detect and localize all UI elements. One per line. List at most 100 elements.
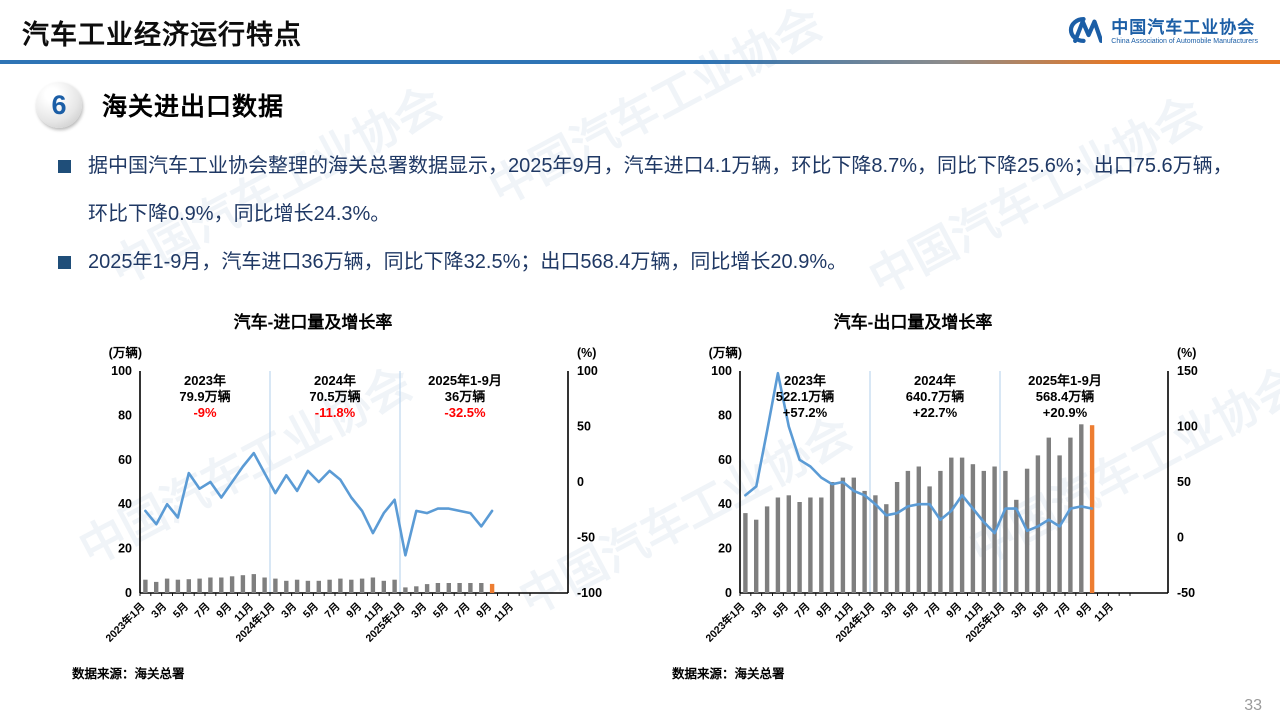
svg-text:0: 0 (725, 586, 732, 600)
svg-text:5月: 5月 (431, 601, 451, 621)
bar (1035, 455, 1041, 593)
svg-text:7月: 7月 (1052, 601, 1072, 621)
bullet-item: 据中国汽车工业协会整理的海关总署数据显示，2025年9月，汽车进口4.1万辆，环… (58, 142, 1238, 238)
svg-text:100: 100 (111, 364, 132, 378)
bars (143, 574, 495, 593)
svg-text:3月: 3月 (879, 601, 899, 621)
bar (1079, 424, 1084, 593)
svg-text:5月: 5月 (301, 601, 321, 621)
bar (359, 578, 365, 593)
svg-text:2024年: 2024年 (914, 373, 956, 388)
bar (424, 584, 430, 593)
bar (959, 457, 965, 593)
svg-text:7月: 7月 (452, 601, 472, 621)
bar (754, 519, 759, 593)
bar (208, 577, 213, 593)
svg-text:2023年1月: 2023年1月 (703, 600, 748, 645)
svg-text:3月: 3月 (279, 601, 299, 621)
bar (446, 583, 451, 593)
charts-row: 汽车-进口量及增长率 0 20 40 60 80 100 -100 -50 0 50 100 (万辆)… (48, 308, 1280, 682)
bullet-square-icon (58, 160, 71, 173)
svg-text:2025年1-9月: 2025年1-9月 (1028, 373, 1102, 388)
svg-text:20: 20 (718, 542, 732, 556)
bar (873, 495, 878, 593)
bar (468, 583, 473, 593)
svg-text:640.7万辆: 640.7万辆 (906, 389, 965, 404)
bar (229, 576, 235, 593)
bar (905, 470, 911, 593)
bar (143, 579, 148, 593)
svg-text:+22.7%: +22.7% (913, 405, 958, 420)
bullet-item: 2025年1-9月，汽车进口36万辆，同比下降32.5%；出口568.4万辆，同… (58, 238, 1238, 286)
bar (775, 497, 781, 593)
bar (1003, 470, 1008, 593)
export-chart-source: 数据来源：海关总署 (672, 667, 785, 681)
bar (819, 497, 824, 593)
bullet-square-icon (58, 256, 71, 269)
svg-text:-100: -100 (577, 586, 602, 600)
svg-text:70.5万辆: 70.5万辆 (309, 389, 360, 404)
svg-text:5月: 5月 (171, 601, 191, 621)
bar (764, 506, 770, 593)
bar (743, 513, 748, 593)
svg-text:50: 50 (1177, 475, 1191, 489)
bar (862, 490, 867, 593)
import-chart-title: 汽车-进口量及增长率 (233, 313, 393, 332)
svg-text:5月: 5月 (901, 601, 921, 621)
svg-text:79.9万辆: 79.9万辆 (179, 389, 230, 404)
bar (808, 497, 813, 593)
bar (949, 457, 954, 593)
page-title: 汽车工业经济运行特点 (22, 19, 302, 50)
svg-text:40: 40 (118, 497, 132, 511)
svg-text:9月: 9月 (814, 601, 834, 621)
import-chart-source: 数据来源：海关总署 (72, 667, 185, 681)
svg-text:+57.2%: +57.2% (783, 405, 828, 420)
section-number-badge: 6 (36, 82, 82, 128)
growth-line (144, 451, 494, 557)
bullet-list: 据中国汽车工业协会整理的海关总署数据显示，2025年9月，汽车进口4.1万辆，环… (58, 142, 1238, 286)
bar (294, 579, 300, 593)
svg-text:0: 0 (577, 475, 584, 489)
svg-text:36万辆: 36万辆 (445, 389, 485, 404)
svg-text:(%): (%) (577, 346, 596, 360)
export-chart-block: 汽车-出口量及增长率 0 20 40 60 80 100 -50 0 50 100 150 (万辆) (… (648, 308, 1238, 682)
svg-text:-32.5%: -32.5% (444, 405, 486, 420)
bar (219, 577, 224, 593)
svg-text:(万辆): (万辆) (709, 345, 742, 360)
bar (197, 578, 202, 593)
svg-text:100: 100 (1177, 420, 1198, 434)
caam-org-name-cn: 中国汽车工业协会 (1111, 18, 1256, 38)
bar (403, 587, 408, 593)
svg-text:9月: 9月 (344, 601, 364, 621)
bar (894, 482, 900, 593)
axis-tick-labels: 0 20 40 60 80 100 -50 0 50 100 150 (万辆) (%) (709, 345, 1198, 600)
svg-text:568.4万辆: 568.4万辆 (1036, 389, 1095, 404)
svg-text:11月: 11月 (492, 601, 516, 625)
svg-text:60: 60 (718, 453, 732, 467)
svg-text:0: 0 (125, 586, 132, 600)
bar (489, 583, 495, 593)
page-number: 33 (1244, 697, 1262, 714)
bar (240, 575, 246, 593)
bar (262, 577, 267, 593)
header-divider (0, 60, 1280, 64)
bar (797, 502, 802, 593)
bar (970, 464, 976, 593)
svg-text:2023年: 2023年 (784, 373, 826, 388)
year-dividers (869, 371, 1001, 593)
bar (938, 470, 943, 593)
bar (916, 466, 921, 593)
svg-text:60: 60 (118, 453, 132, 467)
svg-text:-50: -50 (1177, 586, 1195, 600)
bar (981, 470, 986, 593)
svg-text:-11.8%: -11.8% (315, 405, 356, 420)
svg-text:7月: 7月 (192, 601, 212, 621)
bar (251, 574, 256, 593)
bar (884, 504, 889, 593)
caam-logo-mark-icon (1050, 14, 1104, 51)
section-heading: 6 海关进出口数据 (36, 82, 1280, 128)
svg-text:9月: 9月 (1074, 601, 1094, 621)
svg-text:7月: 7月 (792, 601, 812, 621)
